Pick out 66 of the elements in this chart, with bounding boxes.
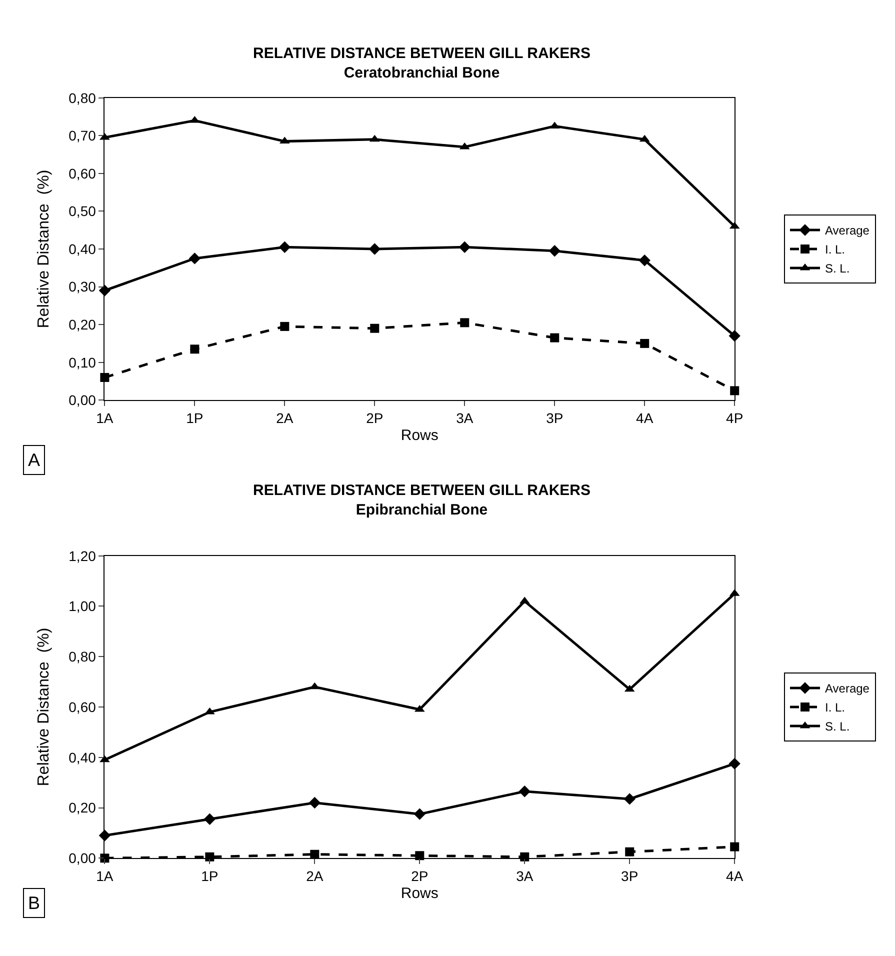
- point: [624, 793, 636, 805]
- point: [638, 254, 650, 266]
- y-tick-label: 0,20: [68, 800, 96, 816]
- point: [278, 241, 291, 253]
- point: [625, 847, 634, 856]
- y-tick-label: 0,60: [68, 698, 96, 715]
- point: [640, 338, 650, 348]
- x-tick-label: 3P: [621, 868, 638, 884]
- x-tick-label: 2P: [411, 868, 428, 884]
- x-tick-label: 1A: [96, 868, 114, 884]
- x-axis-title: Rows: [400, 426, 438, 444]
- point: [460, 318, 470, 328]
- x-tick-label: 3A: [516, 868, 534, 884]
- y-tick-label: 1,00: [68, 598, 96, 614]
- x-tick-label: 3A: [456, 410, 474, 426]
- point: [548, 245, 560, 257]
- text: B: [28, 893, 40, 913]
- y-tick-label: 0,70: [68, 128, 96, 144]
- point: [98, 830, 111, 842]
- point: [370, 324, 380, 333]
- point: [518, 786, 530, 798]
- x-tick-label: 4A: [726, 868, 744, 884]
- chart-subtitle: Ceratobranchial Bone: [344, 64, 500, 82]
- legend-label: S. L.: [825, 262, 850, 276]
- x-tick-label: 4P: [726, 410, 744, 426]
- text: A: [28, 450, 40, 470]
- y-tick-label: 0,40: [68, 240, 96, 257]
- point: [190, 344, 200, 354]
- legend-label: S. L.: [825, 720, 850, 734]
- point: [458, 241, 470, 253]
- y-tick-label: 0,10: [68, 354, 96, 370]
- x-axis-title: Rows: [400, 884, 438, 902]
- y-tick-label: 0,00: [68, 850, 96, 866]
- x-tick-label: 1A: [96, 410, 114, 426]
- point: [414, 808, 426, 820]
- y-tick-label: 0,80: [68, 90, 96, 106]
- x-tick-label: 1P: [186, 410, 204, 426]
- legend-label: I. L.: [825, 700, 846, 715]
- y-axis-title: Relative Distance (%): [36, 628, 53, 786]
- legend-label: I. L.: [825, 242, 846, 257]
- legend-label: Average: [825, 682, 870, 696]
- point: [308, 796, 321, 809]
- x-tick-label: 2P: [366, 410, 384, 426]
- chart-subtitle: Epibranchial Bone: [356, 502, 488, 518]
- y-tick-label: 0,60: [68, 165, 96, 182]
- y-tick-label: 0,00: [68, 392, 96, 408]
- x-tick-label: 1P: [201, 868, 218, 884]
- y-tick-label: 1,20: [68, 548, 96, 564]
- x-tick-label: 2A: [276, 410, 294, 426]
- x-tick-label: 2A: [306, 868, 324, 884]
- y-tick-label: 0,20: [68, 316, 96, 332]
- legend-label: Average: [825, 224, 870, 238]
- x-tick-label: 3P: [546, 410, 564, 426]
- point: [188, 252, 201, 264]
- point: [368, 243, 381, 255]
- chart-title: RELATIVE DISTANCE BETWEEN GILL RAKERS: [253, 482, 591, 499]
- y-tick-label: 0,30: [68, 278, 96, 295]
- chart-title: RELATIVE DISTANCE BETWEEN GILL RAKERS: [253, 45, 591, 62]
- x-tick-label: 4A: [636, 410, 654, 426]
- point: [550, 333, 560, 342]
- point: [204, 813, 216, 825]
- y-axis-title: Relative Distance (%): [36, 170, 53, 328]
- y-tick-label: 0,40: [68, 749, 96, 766]
- y-tick-label: 0,80: [68, 648, 96, 665]
- y-tick-label: 0,50: [68, 203, 96, 220]
- point: [280, 322, 290, 331]
